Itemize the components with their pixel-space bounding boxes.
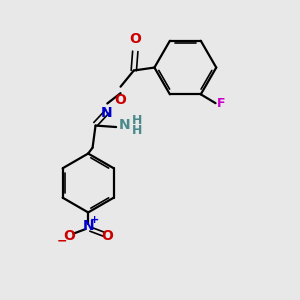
Text: N: N xyxy=(100,106,112,120)
Text: O: O xyxy=(63,229,75,243)
Text: F: F xyxy=(217,97,226,110)
Text: O: O xyxy=(129,32,141,46)
Text: −: − xyxy=(56,235,67,248)
Text: H: H xyxy=(131,124,142,137)
Text: N: N xyxy=(82,219,94,233)
Text: N: N xyxy=(119,118,131,132)
Text: H: H xyxy=(131,114,142,127)
Text: +: + xyxy=(90,215,99,225)
Text: O: O xyxy=(101,229,113,243)
Text: O: O xyxy=(114,93,126,107)
